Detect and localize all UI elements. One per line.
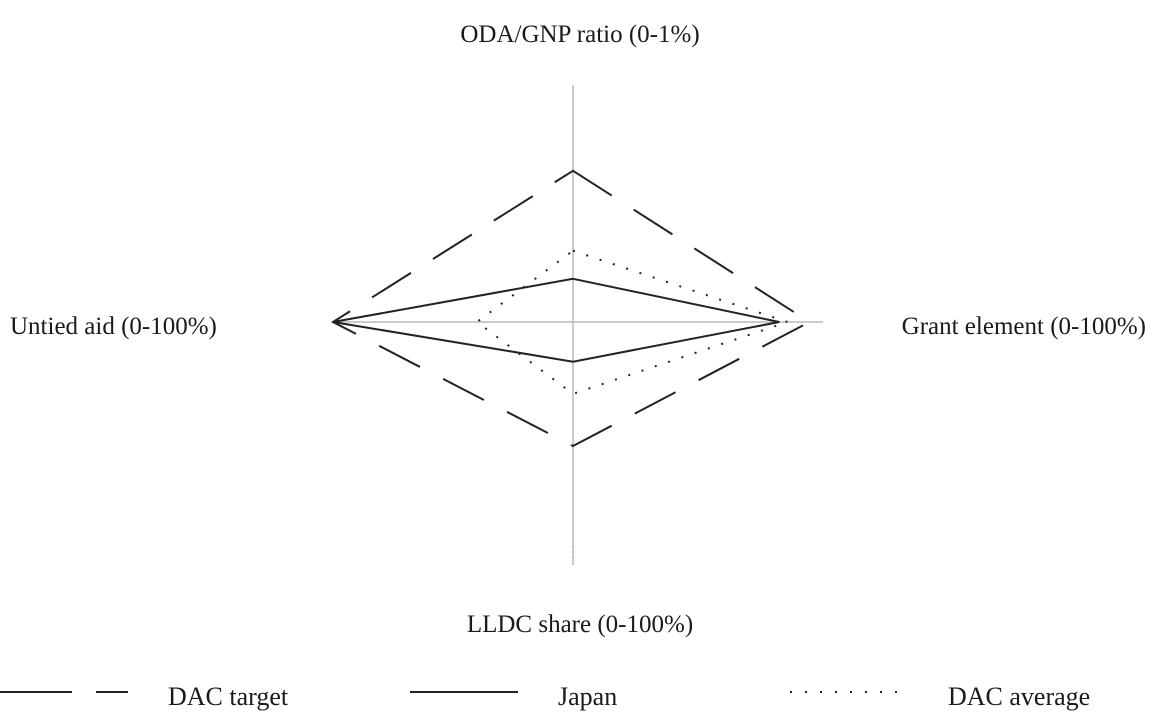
- legend-swatch-japan: [410, 691, 518, 693]
- series-layer: [330, 169, 812, 448]
- radar-chart: [330, 85, 823, 565]
- legend-swatch-dac-target: [0, 691, 128, 693]
- legend-label-japan: Japan: [558, 682, 618, 711]
- legend-label-dac-target: DAC target: [168, 682, 289, 711]
- axis-label-oda-gnp: ODA/GNP ratio (0-1%): [460, 21, 700, 48]
- legend-swatch-dac-average: [790, 691, 908, 693]
- axis-label-lldc-share: LLDC share (0-100%): [466, 611, 694, 638]
- legend: DAC target Japan DAC average: [0, 672, 1160, 714]
- series-dac-target: [330, 169, 812, 448]
- series-japan: [332, 277, 780, 363]
- axes-layer: [333, 85, 823, 565]
- legend-label-dac-average: DAC average: [948, 682, 1091, 711]
- axis-label-grant-element: Grant element (0-100%): [901, 313, 1146, 340]
- axis-label-untied-aid: Untied aid (0-100%): [10, 313, 217, 340]
